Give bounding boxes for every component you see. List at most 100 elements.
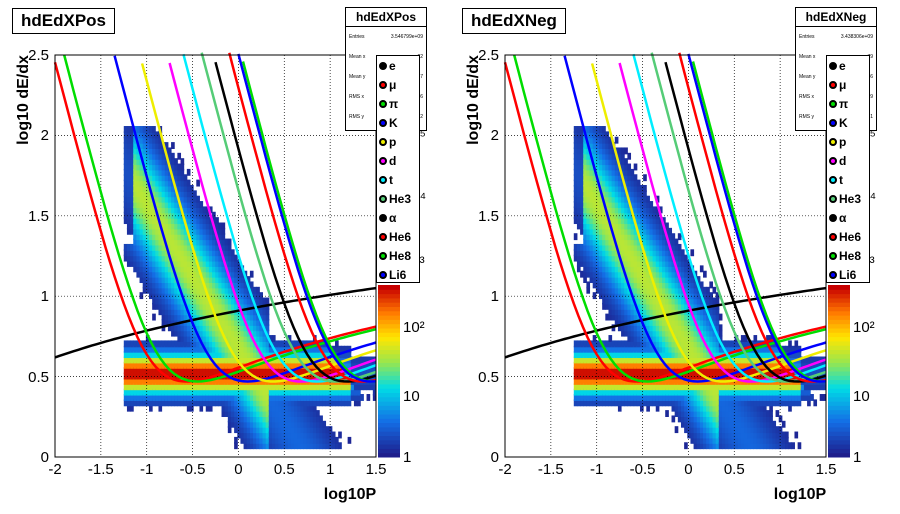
heatmap-cell <box>193 318 197 326</box>
heatmap-cell <box>331 399 336 407</box>
heatmap-cell <box>715 410 720 417</box>
heatmap-cell <box>668 302 673 310</box>
heatmap-cell <box>573 158 578 166</box>
heatmap-cell <box>234 335 238 342</box>
colorbar-segment <box>378 396 400 402</box>
heatmap-cell <box>246 302 251 310</box>
heatmap-cell <box>819 383 824 391</box>
colorbar-segment <box>378 375 400 381</box>
stats-row: RMS x 06 <box>346 87 426 107</box>
heatmap-cell <box>599 222 603 230</box>
heatmap-cell <box>164 281 169 289</box>
heatmap-cell <box>649 243 654 251</box>
heatmap-cell <box>703 324 707 332</box>
heatmap-cell <box>199 260 204 267</box>
heatmap-cell <box>690 249 695 257</box>
heatmap-cell <box>709 281 714 289</box>
heatmap-cell <box>737 420 742 428</box>
heatmap-cell <box>576 222 581 230</box>
heatmap-cell <box>139 345 144 353</box>
heatmap-cell <box>284 356 289 364</box>
heatmap-cell <box>224 394 229 401</box>
heatmap-cell <box>303 431 308 439</box>
heatmap-cell <box>164 399 169 407</box>
heatmap-cell <box>208 394 213 401</box>
heatmap-cell <box>611 361 616 369</box>
heatmap-cell <box>249 270 254 278</box>
heatmap-cell <box>130 388 134 396</box>
heatmap-cell <box>262 297 267 305</box>
heatmap-cell <box>215 345 219 353</box>
heatmap-cell <box>196 270 200 278</box>
heatmap-cell <box>215 276 219 283</box>
heatmap-cell <box>807 356 811 364</box>
stats-value: 87 <box>417 74 423 80</box>
heatmap-cell <box>624 351 628 359</box>
heatmap-cell <box>139 233 144 241</box>
heatmap-cell <box>605 195 609 203</box>
heatmap-cell <box>592 383 597 391</box>
heatmap-cell <box>350 383 355 391</box>
heatmap-cell <box>617 238 622 246</box>
heatmap-cell <box>164 158 169 166</box>
heatmap-cell <box>174 222 178 230</box>
colorbar-segment <box>378 366 400 372</box>
heatmap-cell <box>177 308 182 316</box>
heatmap-cell <box>243 420 248 428</box>
heatmap-cell <box>703 415 707 423</box>
heatmap-cell <box>608 249 613 257</box>
heatmap-cell <box>595 131 600 139</box>
heatmap-cell <box>212 329 216 337</box>
heatmap-cell <box>243 426 248 434</box>
heatmap-cell <box>750 351 754 359</box>
heatmap-cell <box>161 260 166 267</box>
heatmap-cell <box>627 217 632 225</box>
heatmap-cell <box>797 361 802 369</box>
heatmap-cell <box>639 233 644 241</box>
heatmap-cell <box>171 152 175 160</box>
heatmap-cell <box>595 372 600 380</box>
heatmap-cell <box>199 254 204 262</box>
heatmap-cell <box>621 190 625 198</box>
heatmap-cell <box>753 388 758 396</box>
heatmap-cell <box>208 206 213 214</box>
heatmap-cell <box>639 345 644 353</box>
legend-item: Li6 <box>827 265 869 284</box>
heatmap-cell <box>139 136 144 144</box>
heatmap-cell <box>693 431 698 439</box>
heatmap-cell <box>728 442 732 450</box>
heatmap-cell <box>576 217 581 225</box>
heatmap-cell <box>297 410 301 417</box>
heatmap-cell <box>617 201 622 208</box>
heatmap-cell <box>253 394 257 401</box>
heatmap-cell <box>614 292 619 300</box>
heatmap-cell <box>794 431 799 439</box>
heatmap-cell <box>576 254 581 262</box>
heatmap-cell <box>126 147 131 155</box>
heatmap-cell <box>627 222 632 230</box>
heatmap-cell <box>608 345 613 353</box>
heatmap-cell <box>230 399 235 407</box>
heatmap-cell <box>652 329 657 337</box>
heatmap-cell <box>152 297 156 305</box>
heatmap-cell <box>624 158 628 166</box>
heatmap-cell <box>576 383 581 391</box>
heatmap-cell <box>161 356 166 364</box>
heatmap-cell <box>680 260 685 267</box>
heatmap-cell <box>174 238 178 246</box>
heatmap-cell <box>174 388 178 396</box>
heatmap-cell <box>822 383 827 391</box>
heatmap-cell <box>186 179 191 187</box>
colorbar-segment <box>378 409 400 415</box>
heatmap-cell <box>658 270 663 278</box>
heatmap-cell <box>297 388 301 396</box>
heatmap-cell <box>778 394 783 401</box>
heatmap-cell <box>152 372 156 380</box>
heatmap-cell <box>230 313 235 321</box>
heatmap-cell <box>671 415 676 423</box>
heatmap-cell <box>617 195 622 203</box>
heatmap-cell <box>684 281 688 289</box>
heatmap-cell <box>753 431 758 439</box>
stats-value: 22 <box>417 54 423 60</box>
heatmap-cell <box>171 329 175 337</box>
